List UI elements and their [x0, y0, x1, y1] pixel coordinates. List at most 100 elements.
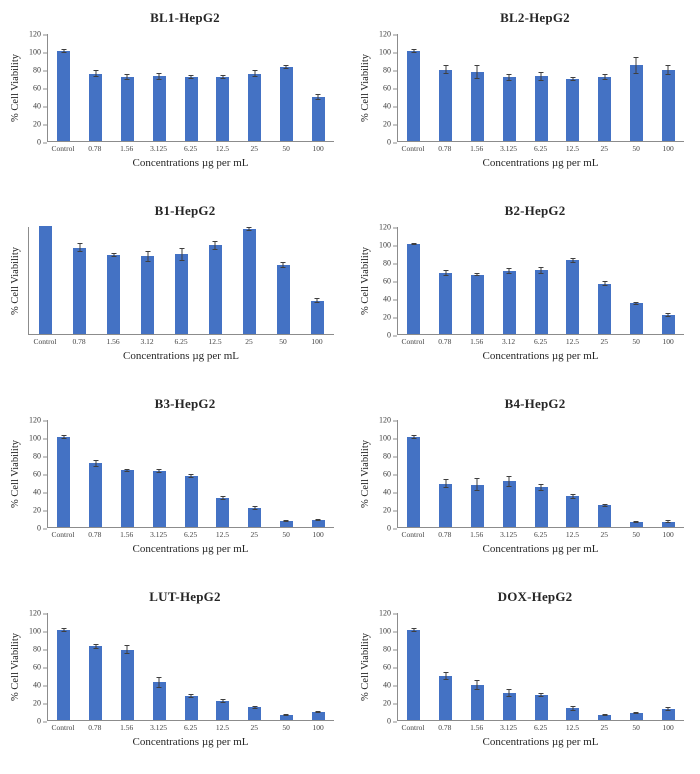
error-bar	[124, 645, 131, 655]
x-tick-label: 6.25	[533, 337, 548, 346]
bar	[557, 613, 589, 720]
bar-rect	[534, 487, 548, 527]
y-tick-label: 20	[383, 699, 397, 708]
x-tick-label: 12.5	[565, 337, 579, 346]
chart-panel-b3: B3-HepG2 % Cell Viability 0 20 40 60 80 100 12…	[0, 386, 350, 579]
error-bar	[601, 713, 608, 716]
error-bar	[506, 475, 513, 487]
y-axis-ticks: 0 20 40 60 80 100 120	[23, 30, 47, 147]
bar	[462, 34, 494, 141]
x-tick-label: 100	[312, 144, 324, 153]
x-tick-label: 3.125	[150, 144, 168, 153]
y-tick-label: 60	[33, 84, 47, 93]
x-tick-label: 1.56	[120, 530, 134, 539]
y-tick-label: 120	[379, 416, 397, 425]
chart-body: % Cell Viability 0 20 40 60 80 100 120 Control…	[358, 30, 684, 169]
y-axis-ticks: 0 20 40 60 80 100 120	[373, 30, 397, 147]
plot-column: Control 0.78 1.56 3.12 6.25 12.5 25 50 100 Conce…	[28, 226, 334, 362]
error-bar	[538, 266, 545, 274]
x-tick-label: 6.25	[183, 530, 198, 539]
error-bar	[251, 705, 258, 710]
plot-column: Control 0.78 1.56 3.125 6.25 12.5 25 50 100 Conc…	[47, 420, 334, 555]
y-tick-label: 0	[37, 524, 47, 533]
bar-rect	[502, 481, 516, 527]
x-tick-label: 100	[662, 723, 674, 732]
error-bar	[474, 272, 481, 277]
bar	[525, 420, 557, 527]
x-tick-label: 100	[662, 337, 674, 346]
x-tick-label: 12.5	[565, 144, 579, 153]
y-tick-label: 80	[383, 259, 397, 268]
bar-rect	[279, 67, 293, 141]
bar-rect	[89, 646, 103, 720]
chart-title: DOX-HepG2	[497, 589, 573, 604]
x-tick-label: 0.78	[72, 337, 86, 346]
y-tick-label: 120	[379, 609, 397, 618]
y-tick-label: 20	[33, 120, 47, 129]
bar	[48, 34, 80, 141]
chart-title: B3-HepG2	[154, 396, 216, 411]
error-bar	[283, 713, 290, 716]
chart-body: % Cell Viability 0 20 40 60 80 100 120 Control…	[358, 223, 684, 362]
bar	[620, 227, 652, 334]
error-bar	[156, 469, 163, 473]
error-bar	[144, 250, 151, 262]
y-tick-label: 80	[383, 66, 397, 75]
plot-column: Control 0.78 1.56 3.125 6.25 12.5 25 50 100 Conc…	[397, 420, 684, 555]
x-tick-label: 6.25	[533, 723, 548, 732]
bar-rect	[242, 229, 256, 334]
bar	[589, 420, 621, 527]
x-tick-label: 0.78	[438, 723, 452, 732]
x-tick-label: 3.125	[150, 723, 168, 732]
x-tick-label: Control	[401, 144, 425, 153]
bar-rect	[216, 701, 230, 720]
bar-rect	[629, 65, 643, 141]
x-axis-label: Concentrations µg per mL	[122, 350, 239, 362]
bar	[557, 227, 589, 334]
plot-area	[397, 227, 684, 335]
bar	[131, 227, 165, 334]
bar-rect	[311, 96, 325, 141]
bar-rect	[629, 521, 643, 527]
bar-rect	[184, 77, 198, 141]
bar-rect	[598, 714, 612, 720]
chart-title: B4-HepG2	[504, 396, 566, 411]
bar	[525, 34, 557, 141]
chart-title: B1-HepG2	[154, 203, 216, 218]
chart-panel-b1: B1-HepG2 % Cell Viability Control 0.78 1.5…	[0, 193, 350, 386]
x-tick-label: 0.78	[438, 530, 452, 539]
bar-rect	[407, 437, 421, 527]
bar-rect	[598, 77, 612, 141]
bar	[589, 227, 621, 334]
chart-title: LUT-HepG2	[149, 589, 221, 604]
x-tick-label: 0.78	[88, 530, 102, 539]
y-tick-label: 60	[383, 470, 397, 479]
bar	[80, 34, 112, 141]
y-axis-ticks: 0 20 40 60 80 100 120	[373, 609, 397, 726]
y-tick-label: 20	[33, 699, 47, 708]
bar-rect	[120, 77, 134, 141]
plot-column: Control 0.78 1.56 3.125 6.25 12.5 25 50 100 Conc…	[397, 613, 684, 748]
bar	[398, 420, 430, 527]
error-bar	[474, 679, 481, 691]
error-bar	[156, 72, 163, 81]
y-tick-label: 100	[379, 434, 397, 443]
x-tick-label: 50	[632, 530, 640, 539]
error-bar	[280, 261, 287, 269]
x-axis-ticks: Control 0.78 1.56 3.125 6.25 12.5 25 50 100	[397, 530, 684, 541]
error-bar	[110, 253, 117, 258]
x-axis-label: Concentrations µg per mL	[132, 157, 249, 169]
y-axis-label: % Cell Viability	[360, 633, 371, 702]
x-tick-label: 25	[250, 144, 259, 153]
error-bar	[315, 518, 322, 521]
bar-rect	[598, 283, 612, 334]
plot-area	[47, 613, 334, 721]
x-tick-label: 1.56	[470, 337, 484, 346]
bar-rect	[629, 712, 643, 720]
x-tick-label: 12.5	[215, 144, 229, 153]
bar	[266, 227, 300, 334]
error-bar	[506, 268, 513, 275]
error-bar	[569, 257, 576, 264]
bar	[48, 613, 80, 720]
y-axis-label: % Cell Viability	[10, 247, 21, 316]
